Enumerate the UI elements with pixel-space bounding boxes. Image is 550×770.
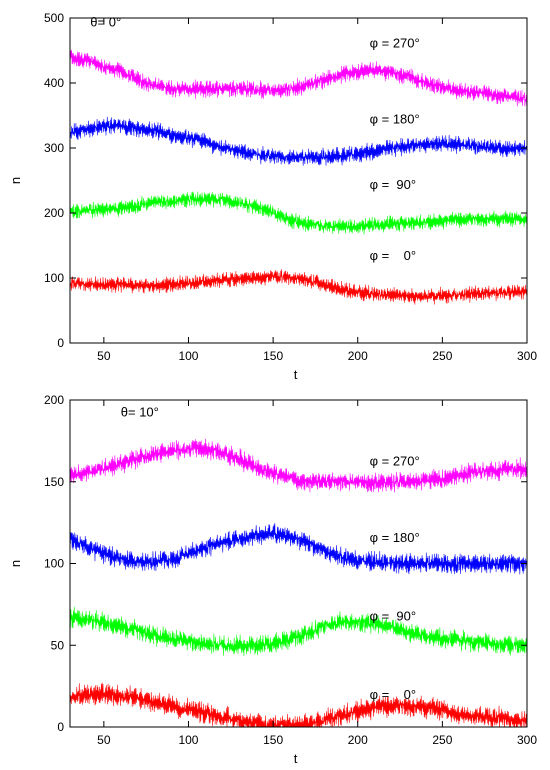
y-tick-label: 150 xyxy=(44,475,64,489)
series-group xyxy=(70,49,527,305)
x-tick-label: 100 xyxy=(178,733,198,747)
annotation: θ= 0° xyxy=(90,14,121,29)
series-line-2 xyxy=(70,606,527,656)
annotation: φ = 270° xyxy=(370,453,420,468)
annotation: φ = 0° xyxy=(370,248,417,263)
x-tick-label: 150 xyxy=(263,733,283,747)
y-axis-label: n xyxy=(8,560,23,567)
series-line-0 xyxy=(70,438,527,493)
annotation: φ = 0° xyxy=(370,687,417,702)
x-tick-label: 50 xyxy=(97,349,111,363)
x-tick-label: 150 xyxy=(263,349,283,363)
series-group xyxy=(70,438,527,727)
series-line-2 xyxy=(70,191,527,235)
x-tick-label: 300 xyxy=(517,733,537,747)
series-line-0 xyxy=(70,49,527,107)
y-tick-label: 50 xyxy=(51,638,65,652)
panel-top: 50 100 150 200 250 300 0 100 200 300 400 500 t n θ= 0°… xyxy=(8,11,537,382)
y-tick-label: 300 xyxy=(44,141,64,155)
x-tick-label: 200 xyxy=(348,349,368,363)
x-tick-label: 250 xyxy=(432,349,452,363)
y-tick-label: 0 xyxy=(57,720,64,734)
panel-bottom: 50 100 150 200 250 300 0 50 100 150 200 t n θ= 10° φ =… xyxy=(8,393,537,766)
plot-frame xyxy=(69,17,528,344)
series-line-1 xyxy=(70,523,527,575)
x-axis-label: t xyxy=(294,751,298,766)
y-tick-label: 400 xyxy=(44,76,64,90)
annotation: φ = 180° xyxy=(370,530,420,545)
y-tick-label: 200 xyxy=(44,206,64,220)
annotation: φ = 90° xyxy=(370,609,417,624)
series-line-1 xyxy=(70,116,527,166)
annotation: φ = 90° xyxy=(370,177,417,192)
y-tick-label: 0 xyxy=(57,336,64,350)
y-axis-label: n xyxy=(8,177,23,184)
y-tick-label: 100 xyxy=(44,271,64,285)
series-line-3 xyxy=(70,269,527,305)
x-axis-label: t xyxy=(294,367,298,382)
annotation: θ= 10° xyxy=(121,404,159,419)
x-tick-label: 200 xyxy=(348,733,368,747)
x-tick-label: 300 xyxy=(517,349,537,363)
y-tick-label: 200 xyxy=(44,393,64,407)
x-tick-label: 250 xyxy=(432,733,452,747)
y-tick-label: 500 xyxy=(44,11,64,25)
x-tick-label: 50 xyxy=(97,733,111,747)
x-tick-label: 100 xyxy=(178,349,198,363)
annotation: φ = 270° xyxy=(370,35,420,50)
annotation: φ = 180° xyxy=(370,111,420,126)
series-line-3 xyxy=(70,682,527,727)
y-tick-label: 100 xyxy=(44,557,64,571)
